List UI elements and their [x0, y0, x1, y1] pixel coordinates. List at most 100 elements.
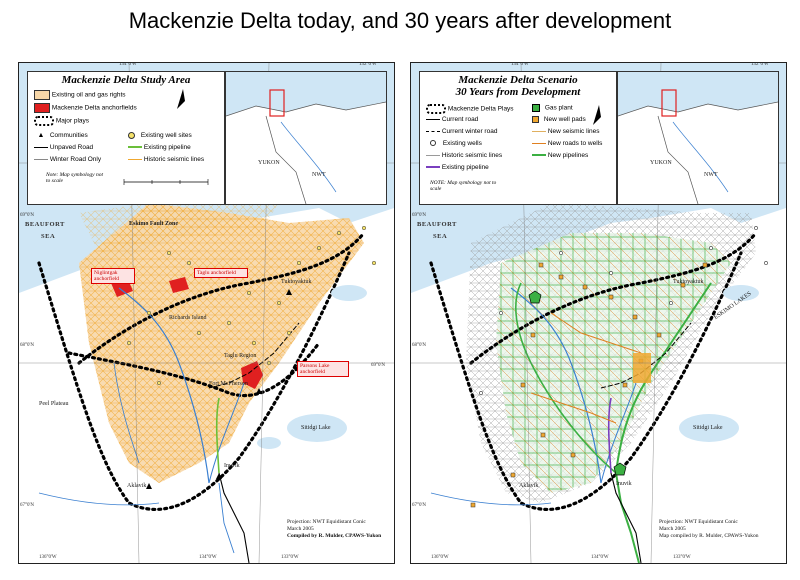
- delta-plays-boundary: [429, 251, 743, 511]
- map-canvas-scenario: [411, 63, 786, 563]
- road-dempster: [218, 472, 250, 563]
- legend-label: Historic seismic lines: [143, 156, 205, 163]
- anchorfield-swatch: [34, 103, 50, 113]
- north-arrow-icon: [593, 105, 601, 125]
- legend-row-communities: ▲ Communities: [34, 132, 88, 139]
- major-play-north: [77, 231, 366, 365]
- lake: [257, 437, 281, 449]
- aklavik-label: Aklavik: [127, 483, 147, 489]
- map-credit: Projection: NWT Equidistant Conic March …: [659, 519, 759, 540]
- coord-lat-mid: 68°0'N: [20, 343, 35, 348]
- winter-road: [208, 322, 300, 389]
- community-markers: [146, 289, 292, 489]
- credit-projection: Projection: NWT Equidistant Conic: [659, 519, 738, 525]
- callout-parsons: Parsons Lake anchorfield: [297, 361, 349, 378]
- coord-lat-top: 69°0'N: [20, 213, 35, 218]
- legend-title: Mackenzie Delta Study Area: [61, 74, 191, 86]
- map-credit: Projection: NWT Equidistant Conic March …: [287, 519, 381, 540]
- new-road-a: [550, 312, 642, 354]
- inset-canvas: [226, 72, 386, 204]
- inuvik-label: Inuvik: [224, 463, 240, 469]
- map-panel-scenario[interactable]: Mackenzie Delta Scenario 30 Years from D…: [410, 62, 787, 564]
- river-peel: [430, 492, 552, 506]
- legend-label: Gas plant: [544, 104, 573, 112]
- inset-ocean: [618, 72, 778, 116]
- inset-ocean: [226, 72, 386, 116]
- legend-label: Unpaved Road: [49, 144, 94, 151]
- new-seismic-swatch: [532, 130, 546, 132]
- north-arrow-icon: [177, 89, 185, 109]
- legend-row-wells: Existing well sites: [128, 132, 192, 139]
- river-south: [218, 482, 235, 554]
- coord-bottom-mid: 134°0'W: [591, 555, 609, 560]
- legend-row-new-pipelines: New pipelines: [532, 152, 588, 159]
- legend-label: New well pads: [543, 116, 586, 124]
- coord-lat-mid: 68°0'N: [412, 343, 427, 348]
- legend-label: Existing oil and gas rights: [51, 91, 126, 99]
- gas-plants: [528, 290, 627, 476]
- legend-scenario: Mackenzie Delta Scenario 30 Years from D…: [419, 71, 617, 205]
- winter-road-swatch: [426, 130, 440, 132]
- legend-label: Winter Road Only: [49, 156, 102, 163]
- inuvik-label: Inuvik: [616, 481, 632, 487]
- river-channel: [208, 382, 245, 484]
- plays-swatch: [34, 116, 54, 126]
- page-title: Mackenzie Delta today, and 30 years afte…: [128, 8, 672, 33]
- legend-row-wells: Existing wells: [426, 140, 482, 147]
- coord-lat-top: 69°0'N: [412, 213, 427, 218]
- legend-label: Existing well sites: [140, 132, 192, 140]
- seismic-offshore: [79, 193, 279, 253]
- legend-label: New pipelines: [547, 152, 589, 159]
- existing-pipeline: [607, 397, 612, 474]
- beaufort-label: BEAUFORT: [417, 221, 457, 228]
- credit-projection: Projection: NWT Equidistant Conic: [287, 519, 366, 525]
- legend-row-pipeline: Existing pipeline: [128, 144, 191, 151]
- legend-row-new-seismic: New seismic lines: [532, 128, 599, 135]
- study-area-box: [269, 89, 285, 117]
- legend-row-rights: Existing oil and gas rights: [34, 90, 126, 100]
- coord-lat-right: 69°0'N: [371, 363, 386, 368]
- well-pad-icon: [532, 116, 539, 123]
- coord-top-right: 132°0'W: [359, 62, 377, 67]
- legend-today: Mackenzie Delta Study Area Existing oil …: [27, 71, 225, 205]
- rights-swatch: [34, 90, 50, 100]
- sitidgi-lake-label: Sitidgi Lake: [693, 425, 723, 431]
- credit-date: March 2005: [287, 526, 314, 533]
- map-panel-today[interactable]: Mackenzie Delta Study Area Existing oil …: [18, 62, 395, 564]
- fault-zone-label: Eskimo Fault Zone: [129, 221, 179, 227]
- new-road-b: [530, 392, 617, 424]
- existing-pipeline-swatch: [426, 166, 440, 169]
- new-road-swatch: [532, 142, 546, 144]
- coord-bottom-right: 133°0'W: [673, 555, 691, 560]
- new-pipeline-swatch: [532, 154, 546, 157]
- legend-row-new-roads: New roads to wells: [532, 140, 602, 147]
- tuktoyaktuk-label: Tuktoyaktuk: [673, 279, 704, 285]
- community-icon: ▲: [37, 132, 45, 139]
- inset-nwt-label: NWT: [704, 172, 718, 178]
- coord-bottom-mid: 134°0'W: [199, 555, 217, 560]
- delta-plays-inner: [469, 231, 758, 365]
- inset-map-today: YUKON NWT: [225, 71, 387, 205]
- fort-mcpherson-label: Fort McPherson: [209, 381, 248, 387]
- inset-border: [657, 115, 699, 204]
- legend-title-line1: Mackenzie Delta Scenario: [458, 74, 578, 86]
- existing-wells: [479, 226, 768, 395]
- callout-taglu: Taglu anchorfield: [194, 268, 248, 279]
- well-icon: [430, 140, 436, 147]
- legend-label: New roads to wells: [547, 140, 603, 147]
- river-west: [113, 362, 140, 464]
- credit-author: Map compiled by R. Mulder, CPAWS-Yukon: [659, 533, 759, 540]
- gas-plant-icon: [532, 104, 540, 112]
- tuktoyaktuk-label: Tuktoyaktuk: [281, 279, 312, 285]
- richards-island-label: Richards Island: [169, 315, 207, 321]
- legend-row-current-road: Current road: [426, 116, 478, 123]
- legend-label: Mackenzie Delta Plays: [447, 105, 514, 113]
- coord-lat-low: 67°0'N: [412, 503, 427, 508]
- existing-pipeline: [215, 397, 220, 474]
- inset-coast: [226, 101, 386, 117]
- inset-yukon-label: YUKON: [258, 160, 280, 166]
- legend-label: Mackenzie Delta anchorfields: [51, 104, 137, 112]
- plays-swatch: [426, 104, 446, 114]
- legend-row-unpaved: Unpaved Road: [34, 144, 93, 151]
- current-road: [610, 472, 642, 563]
